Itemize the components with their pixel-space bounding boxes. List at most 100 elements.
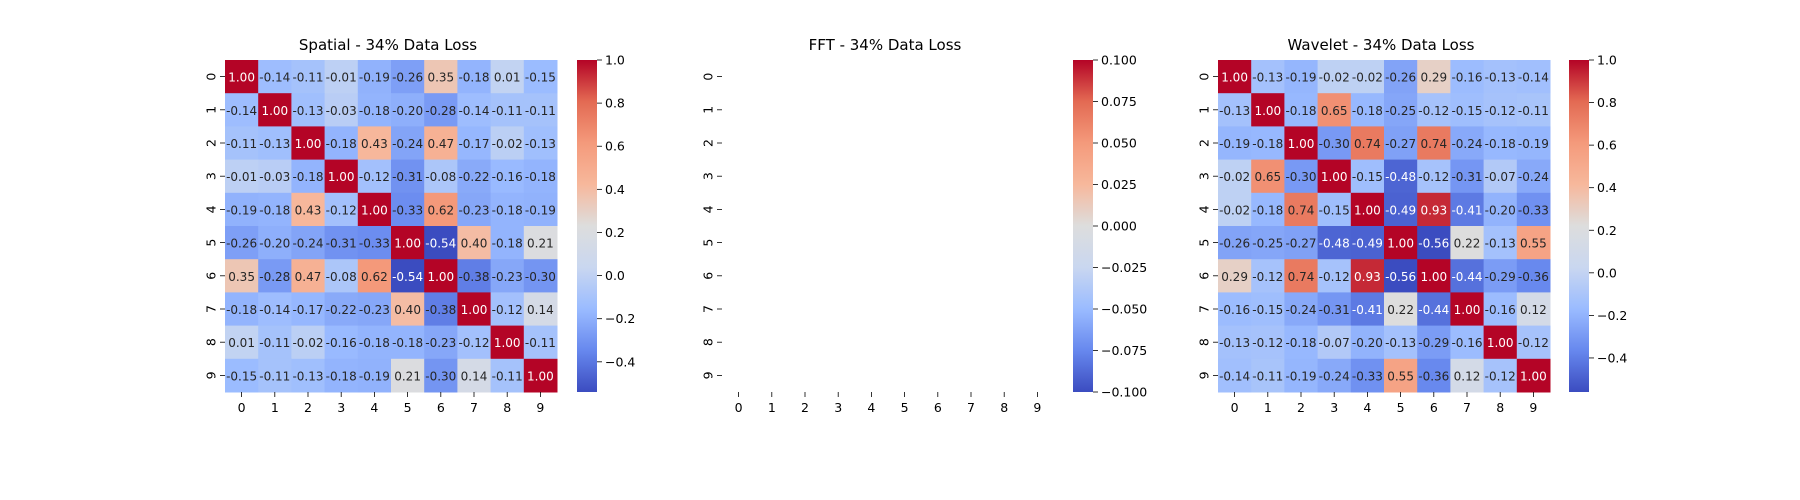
- heatmap-cell: [225, 192, 259, 227]
- cell-value-label: 1.00: [328, 170, 355, 184]
- heatmap-cell: [457, 93, 492, 127]
- heatmap-cell: [424, 192, 458, 227]
- colorbar-gradient: [577, 60, 597, 392]
- heatmap-cell: [357, 325, 392, 360]
- cell-value-label: -0.02: [292, 336, 323, 350]
- heatmap-cell: [1350, 259, 1385, 293]
- colorbar: −0.4 −0.2 0.0 0.2 0.4 0.6 0.8 1.0: [577, 53, 635, 392]
- x-tick-label: 2: [304, 400, 312, 415]
- heatmap-cell: [457, 159, 492, 194]
- cell-value-label: 0.12: [1454, 369, 1481, 383]
- heatmap-cell: [1350, 159, 1385, 194]
- colorbar-tick-label: −0.050: [1101, 302, 1147, 317]
- heatmap-cell: [1251, 325, 1285, 360]
- heatmap-cell: [523, 93, 558, 127]
- x-tick-label: 3: [1330, 400, 1338, 415]
- heatmap-cell: [424, 358, 458, 393]
- heatmap-cell: [1516, 192, 1551, 227]
- x-tick-label: 6: [934, 400, 942, 415]
- cell-value-label: 1.00: [295, 137, 322, 151]
- cell-value-label: -0.24: [292, 237, 323, 251]
- heatmap-cell: [1516, 159, 1551, 194]
- colorbar-tick-label: 0.000: [1101, 219, 1137, 234]
- heatmap-cell: [490, 192, 525, 227]
- cell-value-label: 1.00: [1454, 303, 1481, 317]
- cell-value-label: -0.02: [1219, 170, 1250, 184]
- heatmap-cell: [225, 226, 259, 260]
- cell-value-label: -0.19: [1219, 137, 1250, 151]
- heatmap-cell: [391, 159, 425, 194]
- cell-value-label: 0.55: [1387, 369, 1414, 383]
- y-axis: 0 1 2 3 4 5 6 7 8 9: [701, 73, 722, 379]
- heatmap-cell: [1483, 226, 1518, 260]
- colorbar-tick-label: 1.0: [605, 53, 625, 68]
- heatmap-cell: [391, 192, 425, 227]
- cell-value-label: 1.00: [1354, 203, 1381, 217]
- colorbar-tick-label: 0.4: [605, 182, 625, 197]
- heatmap-cell: [1384, 358, 1418, 393]
- heatmap-cell: [1284, 325, 1319, 360]
- cell-value-label: -0.02: [492, 137, 523, 151]
- heatmap-cell: [424, 126, 458, 161]
- heatmap-cell: [391, 93, 425, 127]
- cell-value-label: -0.20: [1485, 203, 1516, 217]
- x-tick-label: 0: [238, 400, 246, 415]
- heatmap-cell: [1483, 126, 1518, 161]
- y-tick-label: 6: [1197, 272, 1212, 280]
- heatmap-cell: [1450, 292, 1485, 327]
- x-tick-label: 1: [768, 400, 776, 415]
- cell-value-label: 0.01: [494, 71, 521, 85]
- cell-value-label: -0.13: [1485, 71, 1516, 85]
- cell-value-label: 1.00: [461, 303, 488, 317]
- heatmap-cell: [258, 259, 292, 293]
- cell-value-label: -0.18: [1285, 104, 1316, 118]
- cell-value-label: -0.33: [1518, 203, 1549, 217]
- heatmap-cell: [1284, 292, 1319, 327]
- x-tick-label: 5: [1397, 400, 1405, 415]
- heatmap-cell: [1516, 60, 1551, 94]
- cell-value-label: -0.19: [1285, 369, 1316, 383]
- heatmap-cell: [1284, 159, 1319, 194]
- x-tick-label: 9: [536, 400, 544, 415]
- y-tick-label: 5: [701, 239, 716, 247]
- colorbar-tick-label: 0.050: [1101, 136, 1137, 151]
- heatmap-cell: [1450, 60, 1485, 94]
- heatmap-cell: [1450, 93, 1485, 127]
- colorbar: −0.100 −0.075 −0.050 −0.025 0.000 0.025 0.050 0…: [1073, 53, 1147, 400]
- cell-value-label: -0.29: [1418, 336, 1449, 350]
- x-tick-label: 6: [437, 400, 445, 415]
- heatmap-cell: [490, 126, 525, 161]
- cell-value-label: -0.16: [492, 170, 523, 184]
- cell-value-label: 0.29: [1420, 71, 1447, 85]
- cell-value-label: 0.47: [295, 270, 322, 284]
- cell-value-label: -0.23: [359, 303, 390, 317]
- cell-value-label: -0.18: [359, 104, 390, 118]
- cell-value-label: 0.40: [461, 237, 488, 251]
- heatmap-cell: [1350, 325, 1385, 360]
- y-tick-label: 7: [701, 305, 716, 313]
- heatmap-cell: [357, 192, 392, 227]
- colorbar-tick-label: −0.4: [1597, 350, 1627, 365]
- cell-value-label: -0.12: [1319, 270, 1350, 284]
- cell-value-label: -0.26: [392, 71, 423, 85]
- heatmap-cell: [424, 226, 458, 260]
- cell-value-label: 0.62: [427, 203, 454, 217]
- cell-value-label: -0.54: [425, 237, 456, 251]
- heatmap-cell: [1516, 93, 1551, 127]
- y-tick-label: 9: [701, 371, 716, 379]
- heatmap-cell: [357, 358, 392, 393]
- heatmap-cell: [1317, 325, 1352, 360]
- x-tick-label: 7: [470, 400, 478, 415]
- cell-value-label: -0.08: [425, 170, 456, 184]
- x-tick-label: 9: [1529, 400, 1537, 415]
- cell-value-label: 0.35: [228, 270, 255, 284]
- heatmap-cell: [1317, 126, 1352, 161]
- colorbar-tick-label: 0.0: [605, 268, 625, 283]
- cell-value-label: 0.62: [361, 270, 388, 284]
- heatmap-cell: [291, 93, 326, 127]
- cell-value-label: 0.74: [1420, 137, 1447, 151]
- colorbar-tick-label: 0.6: [1597, 138, 1617, 153]
- heatmap-cell: [1350, 126, 1385, 161]
- cell-value-label: -0.13: [292, 369, 323, 383]
- y-tick-label: 0: [204, 73, 219, 81]
